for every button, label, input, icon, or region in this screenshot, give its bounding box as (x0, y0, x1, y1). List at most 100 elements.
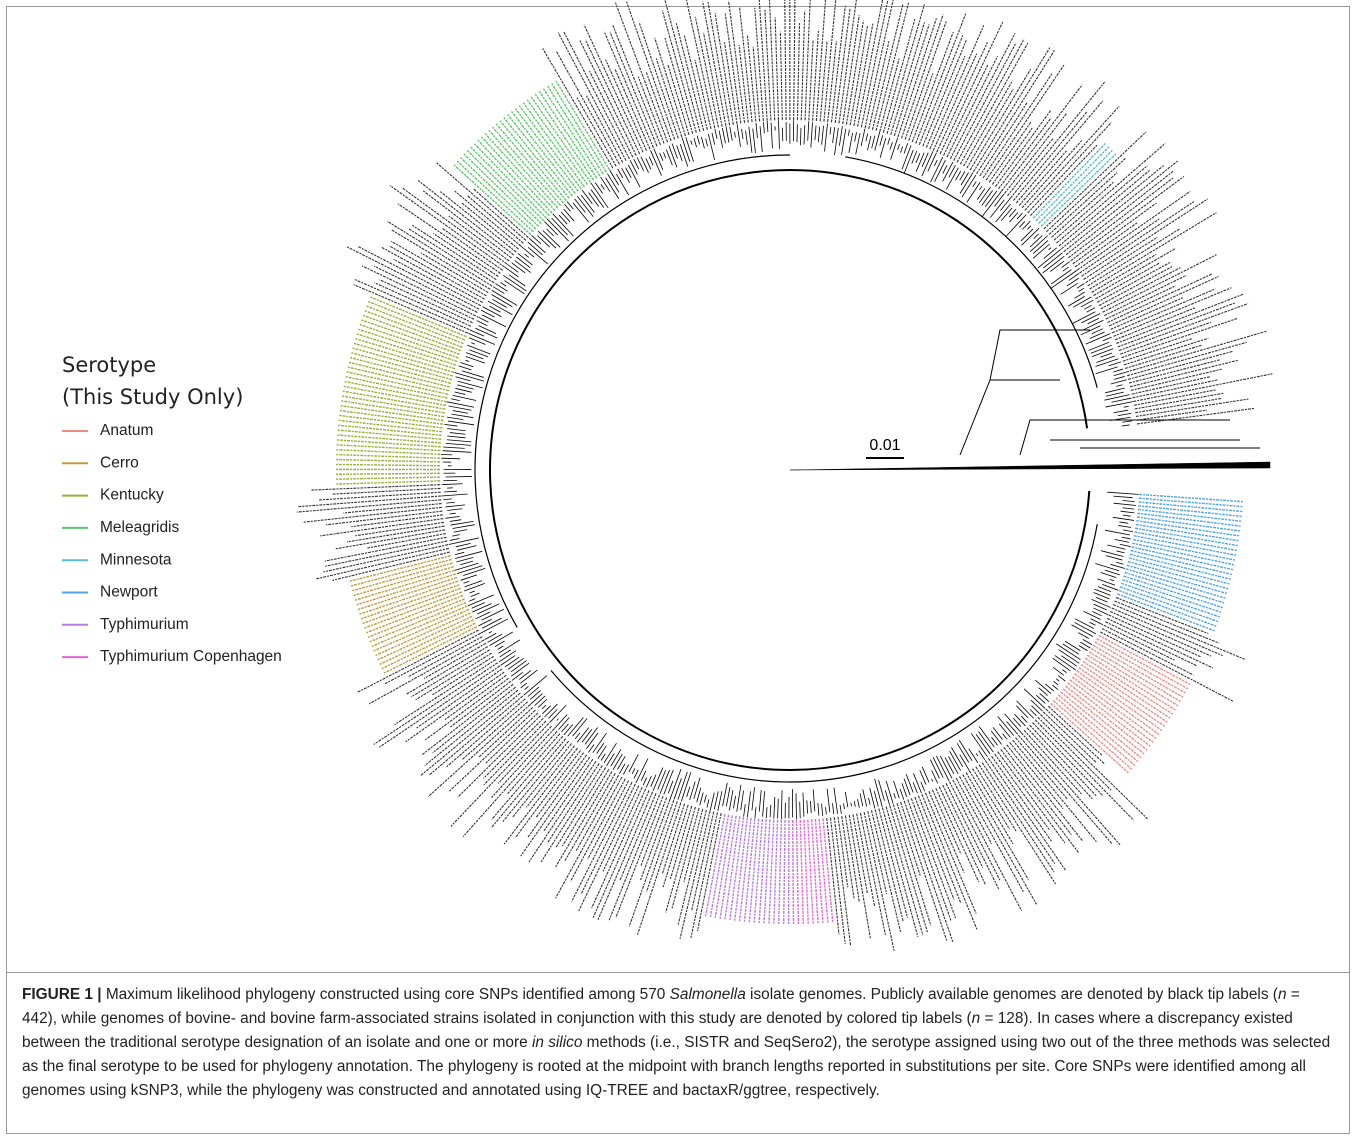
branch (991, 731, 1001, 744)
tip-label (662, 11, 696, 133)
branch (682, 138, 690, 162)
branch (746, 131, 748, 145)
branch (447, 509, 462, 511)
branch (982, 190, 993, 205)
branch (557, 719, 559, 721)
tip-label (729, 1, 745, 123)
branch (528, 687, 539, 697)
branch (855, 132, 857, 141)
branch (454, 530, 468, 532)
tip-label (513, 743, 572, 817)
tip-label (725, 12, 741, 123)
branch (595, 183, 602, 194)
branch (1118, 525, 1131, 527)
branch (742, 129, 743, 139)
branch (453, 525, 475, 529)
branch (466, 360, 470, 361)
tip-label (406, 672, 505, 742)
branch (634, 770, 638, 779)
legend-label: Minnesota (100, 551, 172, 568)
branch (1122, 421, 1132, 422)
tip-label (1030, 725, 1097, 796)
tip-label (883, 18, 915, 132)
branch (710, 793, 714, 811)
tip-label (1122, 580, 1222, 613)
caption: FIGURE 1 | Maximum likelihood phylogeny … (6, 972, 1350, 1134)
tip-label (916, 13, 966, 143)
tip-label (846, 20, 863, 124)
branch (1043, 256, 1065, 273)
branch (658, 770, 666, 789)
branch (694, 138, 697, 147)
branch (503, 275, 526, 291)
branch (450, 520, 461, 522)
branch (934, 160, 937, 166)
branch (861, 129, 865, 147)
branch (691, 140, 692, 144)
branch (449, 406, 472, 410)
tip-label (320, 519, 443, 536)
branch (770, 805, 771, 817)
branch (542, 705, 546, 709)
tip-label (484, 721, 546, 785)
branch (1116, 562, 1124, 564)
page: Serotype (This Study Only) AnatumCerroKe… (0, 0, 1358, 1141)
branch (525, 254, 529, 257)
branch (822, 804, 823, 816)
branch (1003, 734, 1007, 739)
branch (1092, 349, 1113, 357)
branch (1111, 380, 1127, 384)
branch (446, 502, 454, 503)
branch (1043, 253, 1062, 268)
tip-label (835, 9, 850, 123)
branch (455, 392, 466, 394)
tip-label (1120, 322, 1211, 354)
branch (973, 181, 976, 186)
branch (479, 326, 496, 334)
branch (704, 795, 706, 802)
branch (872, 136, 875, 149)
branch (694, 778, 700, 799)
branch (611, 749, 621, 766)
branch (962, 175, 976, 197)
branch (741, 791, 744, 810)
legend-title: Serotype (62, 353, 156, 377)
branch (1122, 508, 1134, 509)
branch (455, 552, 464, 554)
branch (538, 699, 547, 707)
tip-label (337, 430, 442, 439)
branch (464, 583, 485, 591)
branch (994, 194, 1004, 206)
figure: Serotype (This Study Only) AnatumCerroKe… (0, 0, 1358, 972)
branch (512, 672, 523, 680)
branch (641, 157, 649, 173)
branch (452, 414, 474, 418)
tip-label (1134, 532, 1237, 551)
branch (441, 458, 460, 459)
tip-label (949, 782, 999, 881)
tip-label (613, 25, 661, 144)
branch (1053, 667, 1064, 675)
tip-label (670, 806, 691, 879)
branch (960, 330, 1260, 455)
tip-label (1013, 111, 1087, 200)
branch (1030, 236, 1048, 252)
branch (1030, 709, 1036, 715)
branch (832, 803, 833, 814)
branch (481, 619, 508, 633)
branch (637, 157, 644, 170)
branch (856, 133, 860, 154)
branch (822, 126, 824, 145)
branch (956, 171, 961, 180)
tip-label (816, 0, 825, 121)
tip-label (963, 774, 1037, 904)
branch (1089, 342, 1109, 350)
branch (1062, 670, 1066, 673)
branch (833, 127, 835, 143)
branch (803, 793, 804, 817)
branch (582, 190, 592, 204)
tip-label (1124, 576, 1224, 608)
tip-label (637, 803, 680, 936)
branch (1016, 706, 1028, 718)
branch (800, 128, 801, 145)
